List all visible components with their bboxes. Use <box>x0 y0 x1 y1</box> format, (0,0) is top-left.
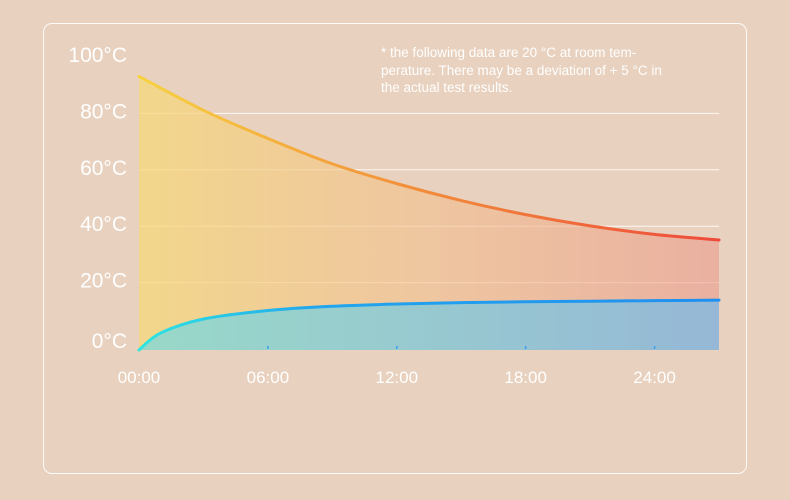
series-lines <box>137 74 721 352</box>
x-tick-label: 06:00 <box>247 368 290 387</box>
y-tick-label: 100°C <box>68 44 127 67</box>
series-areas <box>139 76 719 351</box>
chart-panel <box>43 23 747 474</box>
x-tick-label: 24:00 <box>633 368 676 387</box>
y-tick-label: 40°C <box>80 213 127 236</box>
y-axis-ticks: 0°C 20°C 40°C 60°C 80°C 100°C <box>68 44 127 353</box>
y-tick-label: 0°C <box>92 330 127 353</box>
x-tick-label: 00:00 <box>118 368 161 387</box>
hot-series-area <box>139 76 719 351</box>
y-tick-label: 20°C <box>80 270 127 293</box>
hot-series-line <box>137 74 721 242</box>
chart-annotation: * the following data are 20 °C at room t… <box>381 44 726 97</box>
cold-series-area <box>139 300 719 350</box>
x-tick-label: 12:00 <box>376 368 419 387</box>
x-tick-label: 18:00 <box>504 368 547 387</box>
y-tick-label: 60°C <box>80 157 127 180</box>
cold-series-line <box>137 298 721 352</box>
x-axis-ticks: 00:00 06:00 12:00 18:00 24:00 <box>118 346 676 387</box>
annotation-text: * the following data are 20 °C at room t… <box>381 45 662 95</box>
y-tick-label: 80°C <box>80 100 127 123</box>
